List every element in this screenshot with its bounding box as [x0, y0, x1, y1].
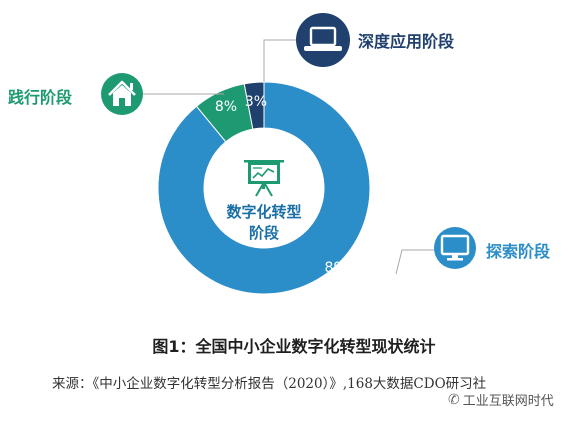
leader-line-deep [263, 39, 296, 82]
watermark-text: 工业互联网时代 [462, 394, 554, 409]
donut-slices [157, 81, 371, 295]
leader-line-explore [395, 249, 434, 275]
label-practice-stage: 践行阶段 [8, 88, 73, 107]
donut-chart: 数字化转型 阶段 3% 8% 89% [101, 13, 476, 295]
watermark: ✆ 工业互联网时代 [448, 390, 554, 410]
label-explore-stage: 探索阶段 [486, 242, 551, 261]
wechat-icon: ✆ [448, 391, 460, 408]
center-label-line1: 数字化转型 [226, 203, 301, 221]
label-deep-stage: 深度应用阶段 [358, 32, 455, 51]
source-note: 来源：《中小企业数字化转型分析报告（2020）》,168大数据CDO研习社 [52, 376, 487, 392]
value-label-explore: 89% [324, 260, 355, 276]
presentation-board-icon [244, 160, 284, 197]
center-label-line2: 阶段 [249, 224, 279, 242]
value-label-practice: 8% [215, 99, 237, 115]
home-icon [101, 73, 143, 115]
monitor-icon [434, 227, 476, 269]
value-label-deep: 3% [245, 94, 267, 110]
laptop-icon [296, 13, 350, 67]
figure-caption: 图1：全国中小企业数字化转型现状统计 [152, 337, 436, 356]
donut-slice-explore [157, 81, 371, 295]
